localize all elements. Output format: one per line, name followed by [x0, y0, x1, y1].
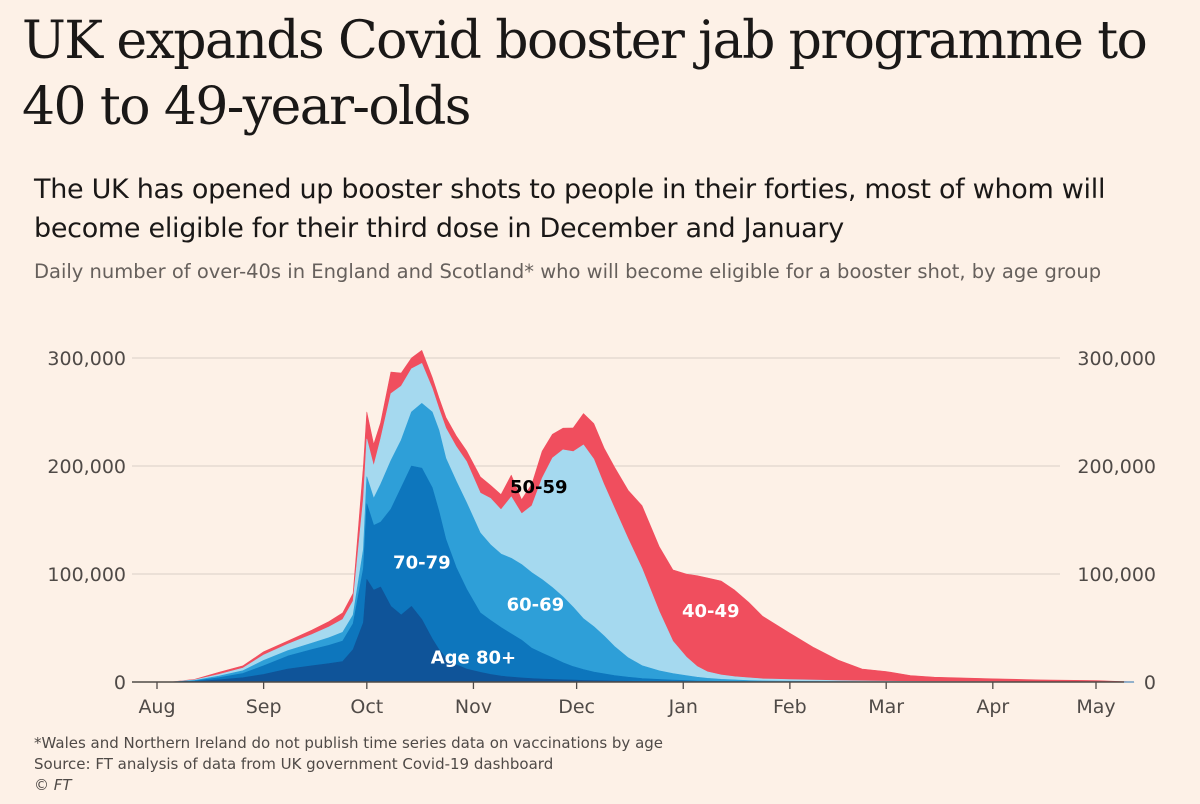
chart-title: The UK has opened up booster shots to pe…	[34, 174, 1106, 244]
area-series	[132, 350, 1135, 683]
x-axis	[132, 681, 1124, 689]
y-tick-label-right: 300,000	[1077, 348, 1156, 370]
x-tick-label: Oct	[350, 696, 383, 718]
series-label-50-59: 50-59	[510, 477, 568, 498]
footer: *Wales and Northern Ireland do not publi…	[34, 733, 1184, 796]
x-tick-label: Mar	[868, 696, 904, 718]
series-labels: Age 80+ 70-79 60-69 50-59 40-49	[393, 477, 740, 669]
x-tick-label: Dec	[558, 696, 595, 718]
y-tick-label-left: 100,000	[47, 564, 126, 586]
y-tick-label-right: 100,000	[1077, 564, 1156, 586]
x-tick-label: Sep	[246, 696, 282, 718]
y-axis-labels: 0 0 100,000 100,000 200,000 200,000 300,000 300…	[47, 348, 1156, 694]
y-tick-label-left: 0	[114, 672, 126, 694]
chart-subtitle: Daily number of over-40s in England and …	[34, 260, 1102, 283]
x-tick-label: Feb	[773, 696, 807, 718]
y-tick-label-right: 200,000	[1077, 456, 1156, 478]
y-tick-label-left: 200,000	[47, 456, 126, 478]
source-line: Source: FT analysis of data from UK gove…	[34, 755, 554, 773]
y-tick-label-left: 300,000	[47, 348, 126, 370]
series-label-40-49: 40-49	[682, 601, 740, 622]
x-tick-label: Jan	[668, 696, 698, 718]
footnote: *Wales and Northern Ireland do not publi…	[34, 734, 664, 752]
series-label-60-69: 60-69	[507, 595, 565, 616]
x-tick-label: Aug	[138, 696, 175, 718]
x-axis-labels: Aug Sep Oct Nov Dec Jan Feb Mar Apr May	[138, 696, 1115, 718]
headline: UK expands Covid booster jab programme t…	[22, 11, 1148, 137]
x-tick-label: May	[1076, 696, 1115, 718]
credit: © FT	[34, 776, 72, 794]
y-tick-label-right: 0	[1144, 672, 1156, 694]
series-label-age-80-: Age 80+	[431, 648, 516, 669]
series-label-70-79: 70-79	[393, 553, 451, 574]
x-tick-label: Nov	[455, 696, 492, 718]
x-tick-label: Apr	[976, 696, 1009, 718]
stacked-area-chart: 0 0 100,000 100,000 200,000 200,000 300,000 300…	[47, 348, 1156, 718]
